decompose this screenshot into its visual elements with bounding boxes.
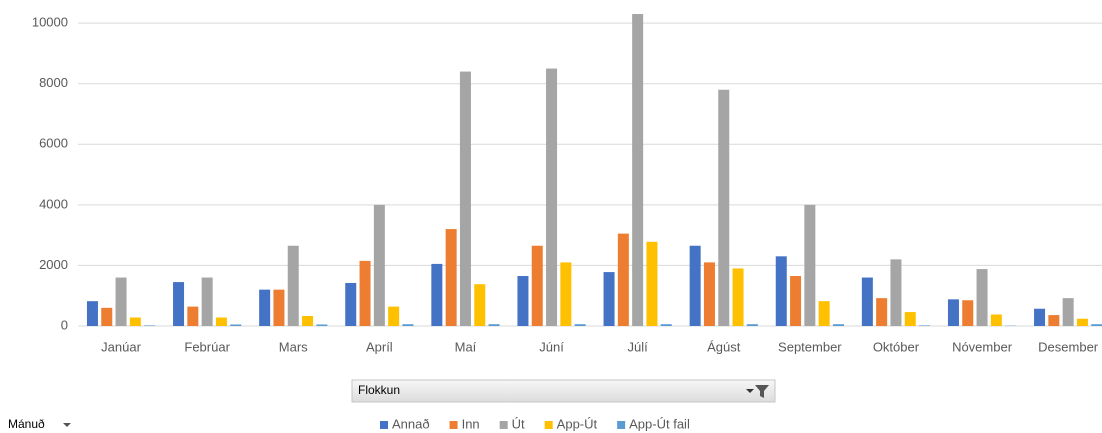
bar — [832, 324, 844, 326]
bar — [876, 298, 888, 326]
bar — [976, 269, 988, 326]
bar — [517, 276, 529, 326]
bar — [947, 299, 959, 326]
dropdown-arrow — [746, 389, 754, 393]
legend-swatch — [499, 421, 508, 429]
bar — [431, 263, 443, 326]
bar — [546, 68, 558, 326]
bar — [804, 204, 816, 326]
x-tick-label: Febrúar — [184, 339, 230, 354]
filter-icon — [755, 385, 769, 398]
bar — [861, 277, 873, 326]
bar — [273, 289, 285, 326]
bar — [689, 245, 701, 326]
x-tick-label: Apríl — [366, 339, 393, 354]
bar — [775, 256, 787, 326]
bar — [359, 260, 371, 326]
x-tick-label: September — [778, 339, 842, 354]
legend-swatch — [449, 421, 458, 429]
legend-label: Annað — [392, 416, 430, 431]
bar — [703, 262, 715, 326]
bar — [86, 301, 98, 326]
y-tick-label: 4000 — [39, 196, 68, 211]
bar — [574, 324, 586, 326]
bar — [603, 272, 615, 326]
bar — [746, 324, 758, 326]
bar — [919, 325, 931, 326]
legend-label: Út — [512, 416, 525, 431]
x-tick-label: Janúar — [101, 339, 141, 354]
x-tick-label: Ágúst — [707, 339, 741, 354]
bar — [115, 277, 127, 326]
bar — [646, 241, 658, 326]
bar — [259, 289, 271, 326]
x-tick-label: Október — [873, 339, 920, 354]
bar — [1076, 318, 1088, 326]
bar — [459, 71, 471, 326]
x-tick-label: Mars — [279, 339, 308, 354]
bar — [990, 314, 1002, 326]
legend-label: App-Út fail — [629, 416, 690, 431]
bar — [345, 282, 357, 326]
x-tick-label: Júlí — [628, 339, 649, 354]
bar — [201, 277, 213, 326]
bar — [230, 324, 242, 326]
legend-swatch — [380, 421, 388, 429]
x-tick-label: Júní — [539, 339, 564, 354]
bar — [129, 317, 141, 326]
bar — [790, 276, 802, 326]
bar — [187, 306, 199, 326]
bar — [373, 204, 385, 326]
bar — [1034, 308, 1046, 326]
bar — [215, 317, 227, 326]
bar — [1048, 315, 1060, 326]
bar — [302, 316, 314, 326]
legend-label: App-Út — [557, 416, 598, 431]
legend-swatch — [544, 421, 553, 429]
x-tick-label: Nóvember — [952, 339, 1013, 354]
x-tick-label: Desember — [1038, 339, 1099, 354]
bar — [488, 324, 500, 326]
bar — [962, 300, 974, 326]
bar — [818, 301, 830, 326]
y-tick-label: 0 — [61, 317, 68, 332]
bar — [144, 325, 156, 326]
bar — [890, 259, 902, 326]
bar — [904, 312, 916, 326]
bar — [531, 245, 543, 326]
bar — [1062, 298, 1074, 326]
bar — [1091, 324, 1102, 326]
bar — [718, 89, 730, 326]
legend-label: Inn — [462, 416, 480, 431]
legend-field-label: Flokkun — [358, 383, 400, 397]
bar — [388, 306, 400, 326]
bar — [632, 14, 644, 327]
bar — [732, 268, 744, 326]
y-tick-label: 2000 — [39, 257, 68, 272]
y-tick-label: 8000 — [39, 75, 68, 90]
bar — [617, 233, 629, 326]
legend-field-button[interactable] — [351, 379, 776, 403]
bar — [660, 324, 672, 326]
axis-field-label: Mánuð — [8, 417, 45, 431]
y-tick-label: 6000 — [39, 136, 68, 151]
bar — [101, 307, 113, 326]
bar — [445, 229, 457, 326]
bar — [402, 324, 414, 326]
legend-swatch — [617, 421, 626, 429]
bar — [173, 282, 185, 326]
axis-field-button[interactable] — [4, 417, 80, 433]
bar — [287, 245, 299, 326]
bar — [316, 324, 328, 326]
y-tick-label: 10000 — [32, 15, 68, 30]
dropdown-arrow — [63, 423, 71, 427]
x-tick-label: Maí — [455, 339, 477, 354]
bar — [474, 284, 486, 326]
bar — [560, 262, 572, 326]
